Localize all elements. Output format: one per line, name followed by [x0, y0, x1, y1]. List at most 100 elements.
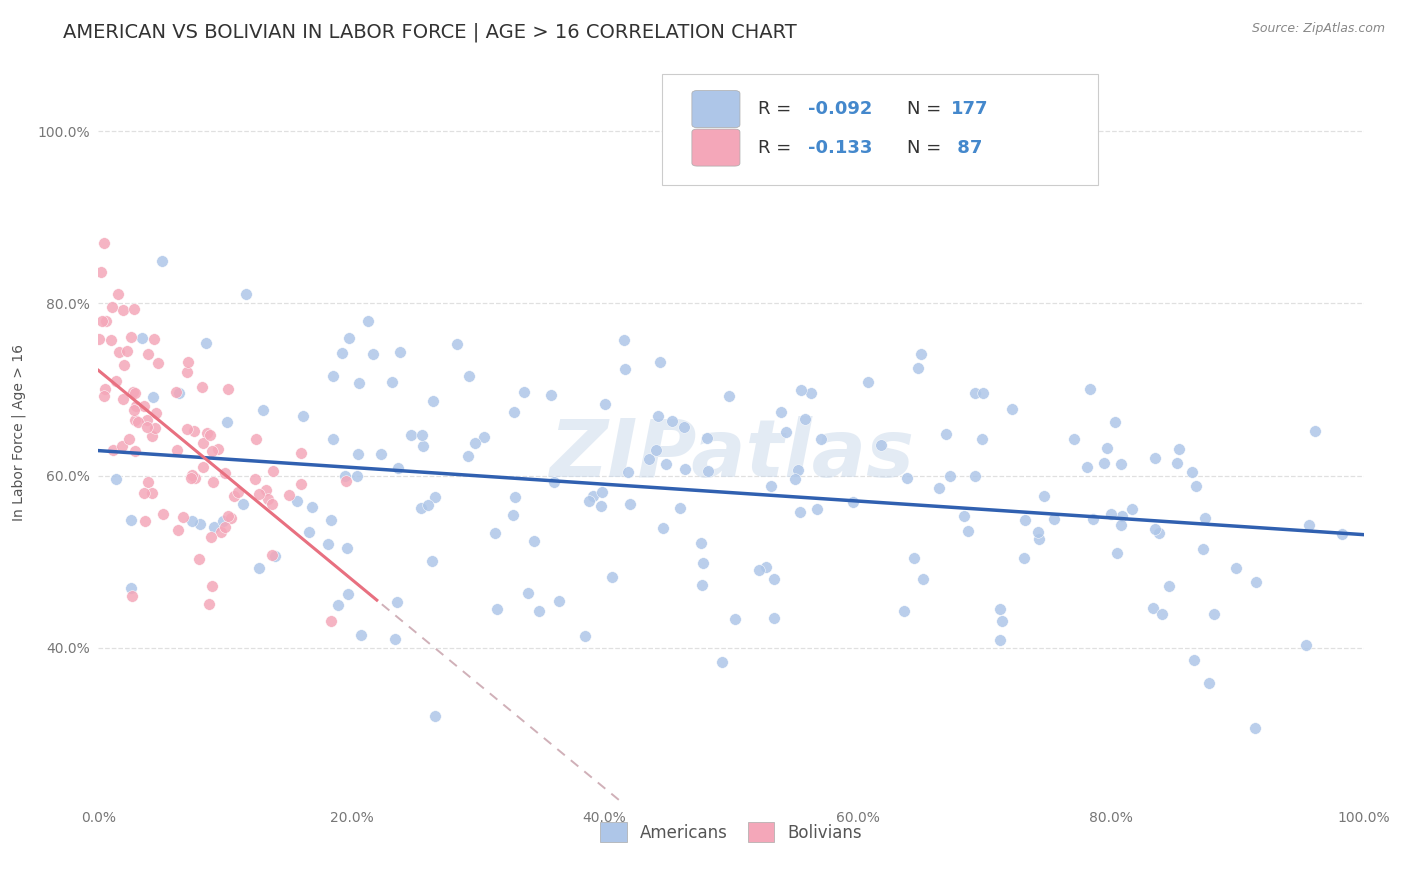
Point — [90, 265, 112, 279]
Point — [336, 541, 359, 555]
Point — [107, 287, 129, 301]
Point — [972, 385, 994, 400]
Point — [111, 303, 134, 318]
Point — [1303, 424, 1326, 438]
Point — [593, 397, 616, 411]
Point — [1157, 579, 1180, 593]
Point — [692, 556, 714, 570]
Point — [347, 376, 370, 391]
Point — [724, 612, 747, 626]
Text: N =: N = — [907, 138, 941, 157]
Point — [952, 508, 974, 523]
Point — [183, 424, 205, 438]
Point — [316, 537, 339, 551]
Point — [673, 462, 696, 476]
Point — [1166, 456, 1188, 470]
Point — [869, 438, 891, 452]
Point — [661, 414, 683, 428]
Point — [696, 431, 718, 445]
Point — [472, 430, 495, 444]
Point — [614, 362, 637, 376]
Point — [388, 345, 411, 359]
Point — [717, 389, 740, 403]
Point — [198, 427, 221, 442]
Point — [794, 412, 817, 426]
Point — [176, 365, 198, 379]
Point — [988, 602, 1011, 616]
Point — [790, 384, 813, 398]
Point — [1001, 401, 1024, 416]
Point — [143, 421, 166, 435]
Point — [1042, 512, 1064, 526]
Point — [963, 469, 986, 483]
Point — [485, 602, 508, 616]
Point — [200, 530, 222, 544]
Point — [690, 578, 713, 592]
Point — [350, 628, 373, 642]
Point — [181, 467, 204, 482]
Point — [381, 375, 404, 389]
Point — [290, 446, 312, 460]
Point — [763, 572, 786, 586]
Point — [103, 443, 125, 458]
Point — [1198, 676, 1220, 690]
Point — [1295, 638, 1317, 652]
Point — [134, 514, 156, 528]
Point — [124, 413, 146, 427]
Point — [115, 344, 138, 359]
Point — [187, 552, 209, 566]
Point — [93, 389, 115, 403]
Point — [543, 475, 565, 490]
Point — [690, 536, 713, 550]
Point — [669, 501, 692, 516]
Point — [201, 443, 224, 458]
Point — [789, 505, 811, 519]
Point — [1104, 415, 1126, 429]
Point — [142, 390, 165, 404]
Point — [165, 385, 187, 400]
Point — [648, 355, 671, 369]
Point — [298, 525, 321, 540]
Text: ZIPatlas: ZIPatlas — [548, 416, 914, 494]
Text: -0.092: -0.092 — [808, 100, 873, 118]
Text: Source: ZipAtlas.com: Source: ZipAtlas.com — [1251, 22, 1385, 36]
Point — [416, 498, 439, 512]
Point — [755, 559, 778, 574]
Point — [262, 549, 284, 563]
Point — [505, 490, 527, 504]
Point — [446, 336, 468, 351]
Point — [1182, 652, 1205, 666]
Point — [1144, 451, 1167, 466]
Point — [356, 314, 378, 328]
Point — [290, 477, 312, 491]
Point — [1244, 722, 1267, 736]
Point — [1147, 525, 1170, 540]
Point — [1111, 509, 1133, 524]
Point — [176, 422, 198, 436]
Point — [457, 369, 479, 384]
Y-axis label: In Labor Force | Age > 16: In Labor Force | Age > 16 — [11, 344, 27, 521]
Point — [361, 347, 384, 361]
Point — [1026, 524, 1049, 539]
Point — [810, 433, 832, 447]
Point — [127, 415, 149, 429]
Point — [322, 368, 344, 383]
Point — [412, 439, 434, 453]
Point — [112, 358, 135, 372]
Point — [201, 475, 224, 489]
Point — [105, 472, 128, 486]
Point — [112, 392, 135, 406]
Point — [202, 520, 225, 534]
Point — [748, 563, 770, 577]
Point — [214, 520, 236, 534]
Point — [262, 497, 284, 511]
Point — [1150, 607, 1173, 621]
Point — [1194, 511, 1216, 525]
Point — [191, 435, 214, 450]
Point — [1083, 512, 1105, 526]
Point — [217, 415, 239, 429]
Point — [582, 489, 605, 503]
Point — [1225, 561, 1247, 575]
Point — [194, 336, 217, 351]
Point — [328, 598, 350, 612]
